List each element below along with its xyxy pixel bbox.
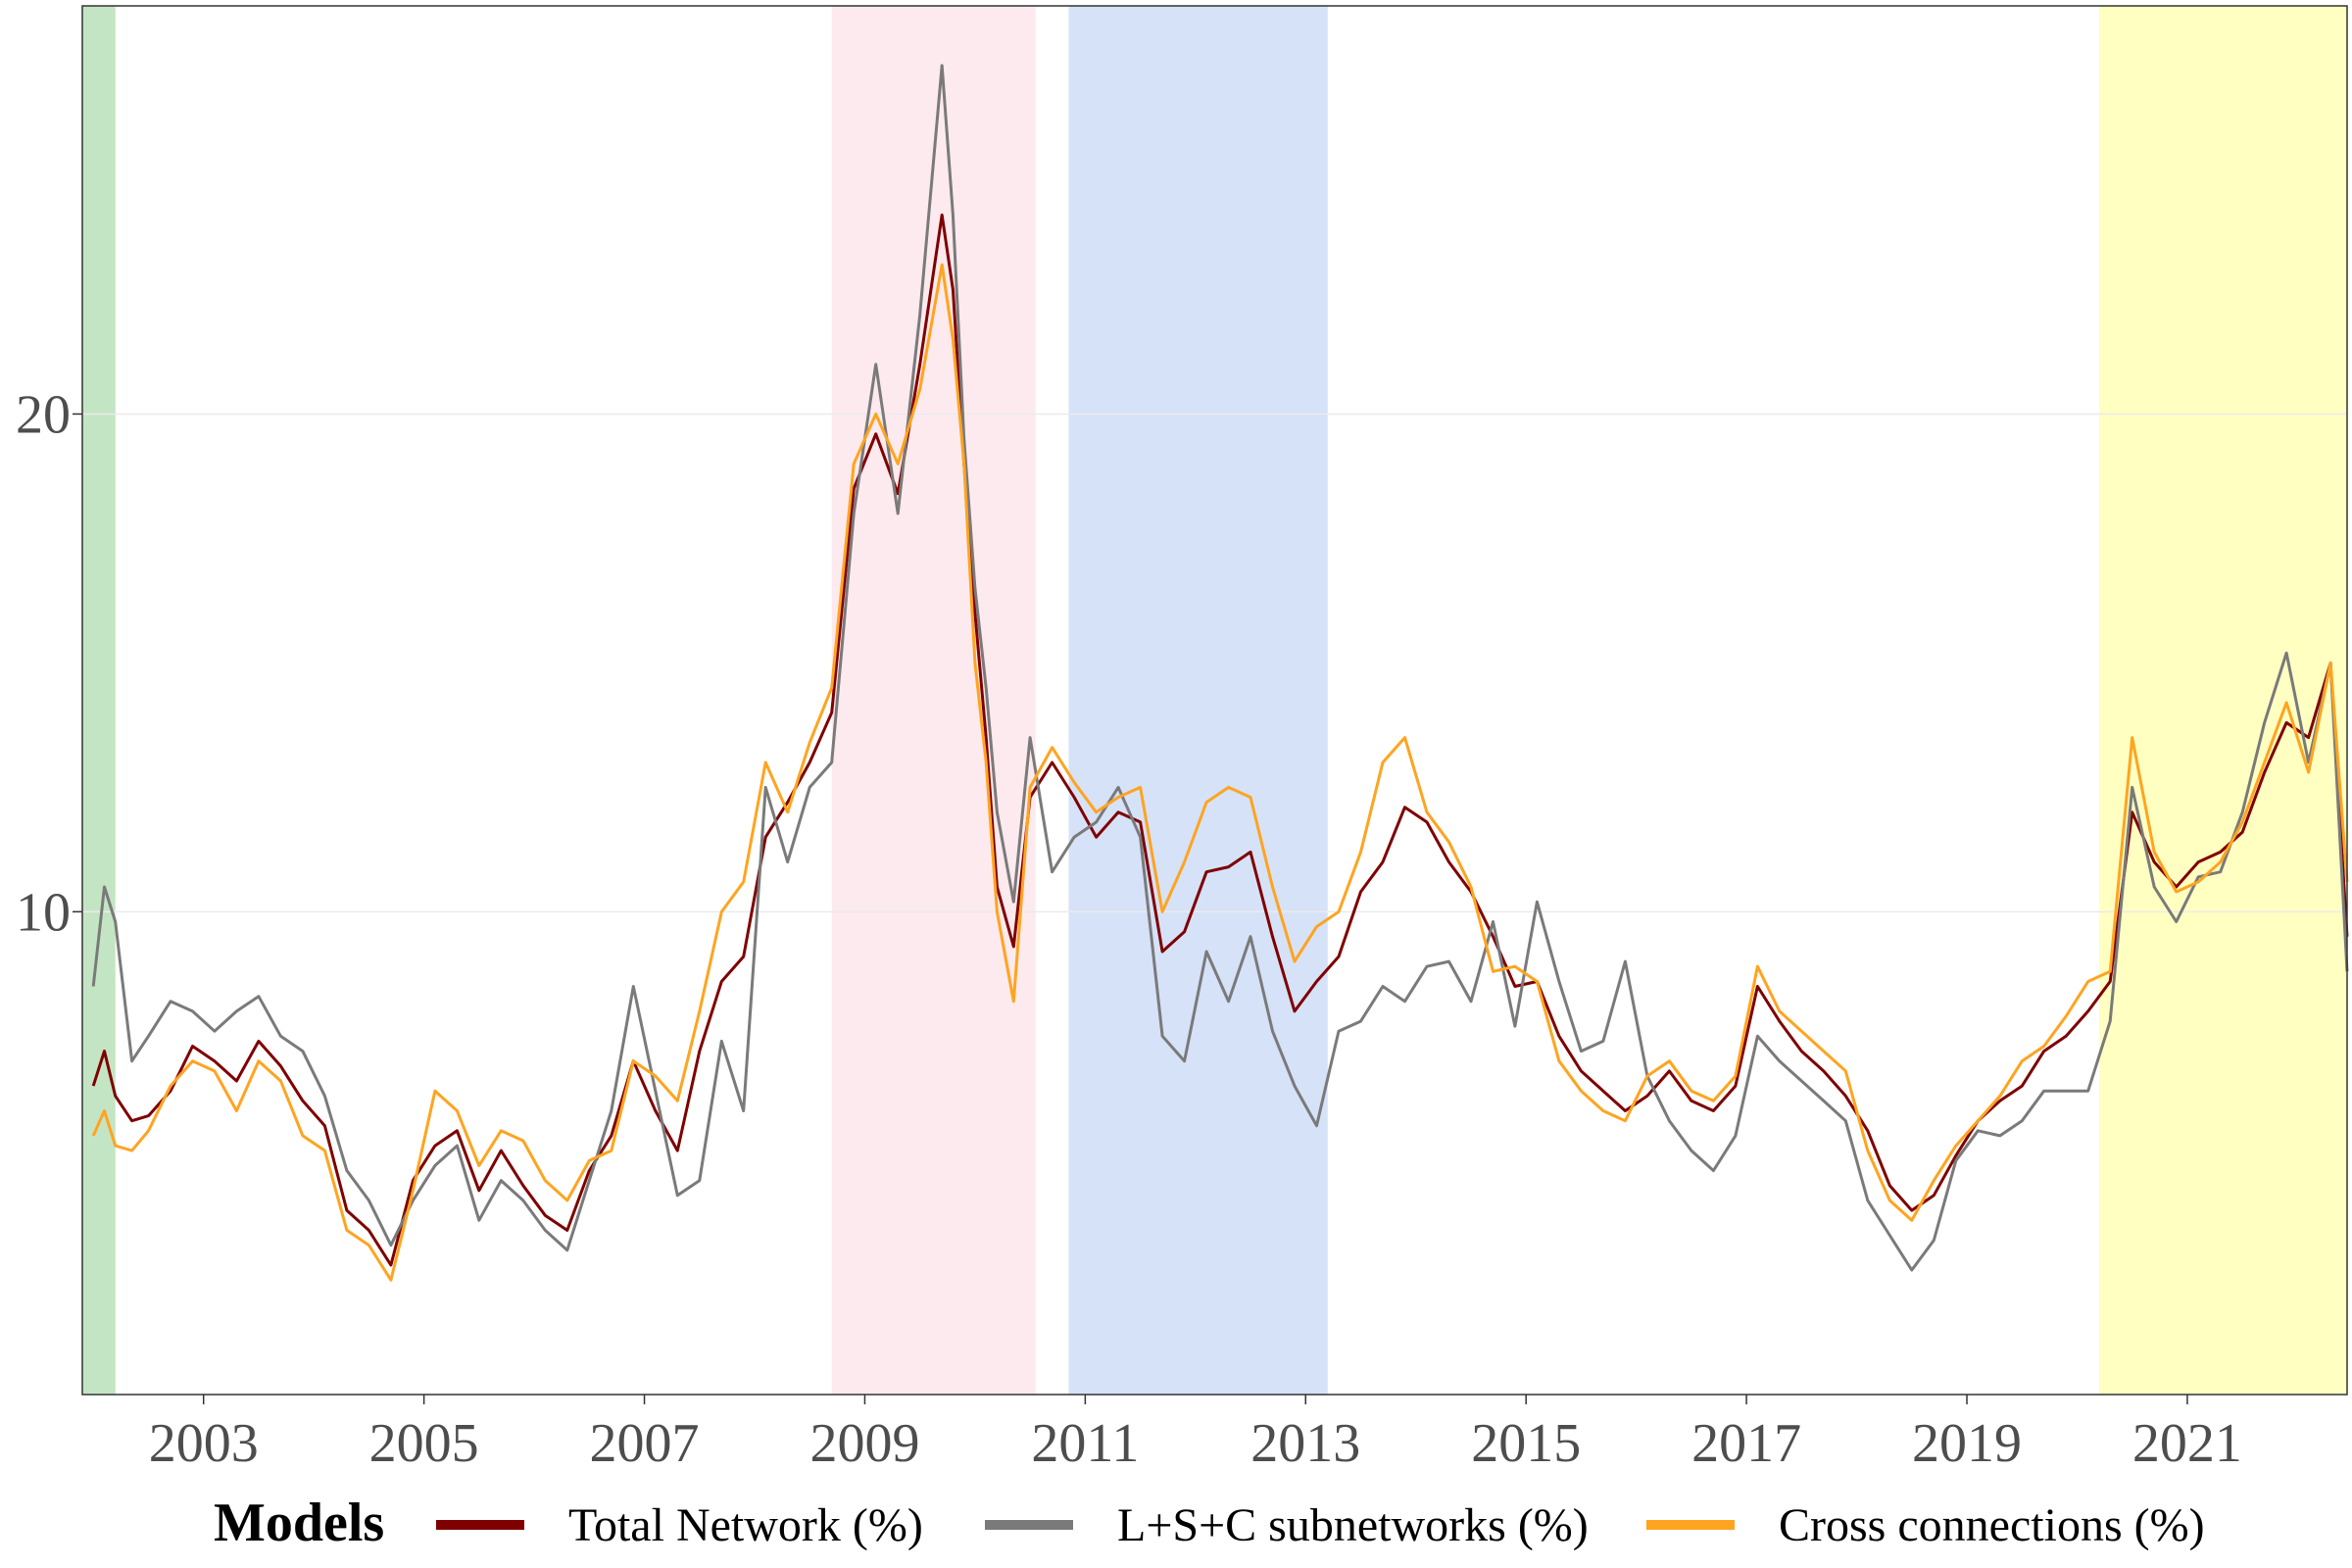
y-tick-label: 20	[16, 384, 71, 445]
plot-border	[81, 5, 2348, 1396]
x-tick-label: 2011	[1031, 1413, 1139, 1474]
shaded-period-2	[831, 6, 1036, 1395]
shaded-period-3	[1068, 6, 1328, 1395]
series-line-1	[91, 213, 2349, 1267]
shaded-period-4	[2098, 6, 2347, 1395]
legend-title: Models	[214, 1493, 384, 1553]
grid-lines	[82, 413, 2347, 913]
y-axis: 10 20	[16, 384, 82, 943]
shaded-period-1	[82, 6, 116, 1395]
series-lines	[91, 64, 2349, 1282]
legend-label-3: Cross connections (%)	[1779, 1499, 2205, 1551]
x-tick-label: 2009	[809, 1413, 919, 1474]
x-tick-label: 2003	[149, 1413, 259, 1474]
series-line-3	[91, 263, 2349, 1282]
series-line-2	[91, 64, 2349, 1272]
x-tick-label: 2017	[1691, 1413, 1801, 1474]
x-axis: 2003 2005 2007 2009 2011 2013 2015 2017 2019 2021	[149, 1395, 2242, 1474]
legend-label-2: L+S+C subnetworks (%)	[1117, 1499, 1589, 1551]
x-tick-label: 2013	[1250, 1413, 1360, 1474]
legend: Models Total Network (%) L+S+C subnetwork…	[214, 1493, 2205, 1553]
legend-label-1: Total Network (%)	[568, 1499, 923, 1551]
shaded-periods	[82, 6, 2347, 1395]
x-tick-label: 2019	[1912, 1413, 2022, 1474]
y-tick-label: 10	[16, 882, 71, 943]
x-tick-label: 2015	[1471, 1413, 1581, 1474]
x-tick-label: 2005	[369, 1413, 479, 1474]
x-tick-label: 2021	[2132, 1413, 2242, 1474]
x-tick-label: 2007	[590, 1413, 700, 1474]
